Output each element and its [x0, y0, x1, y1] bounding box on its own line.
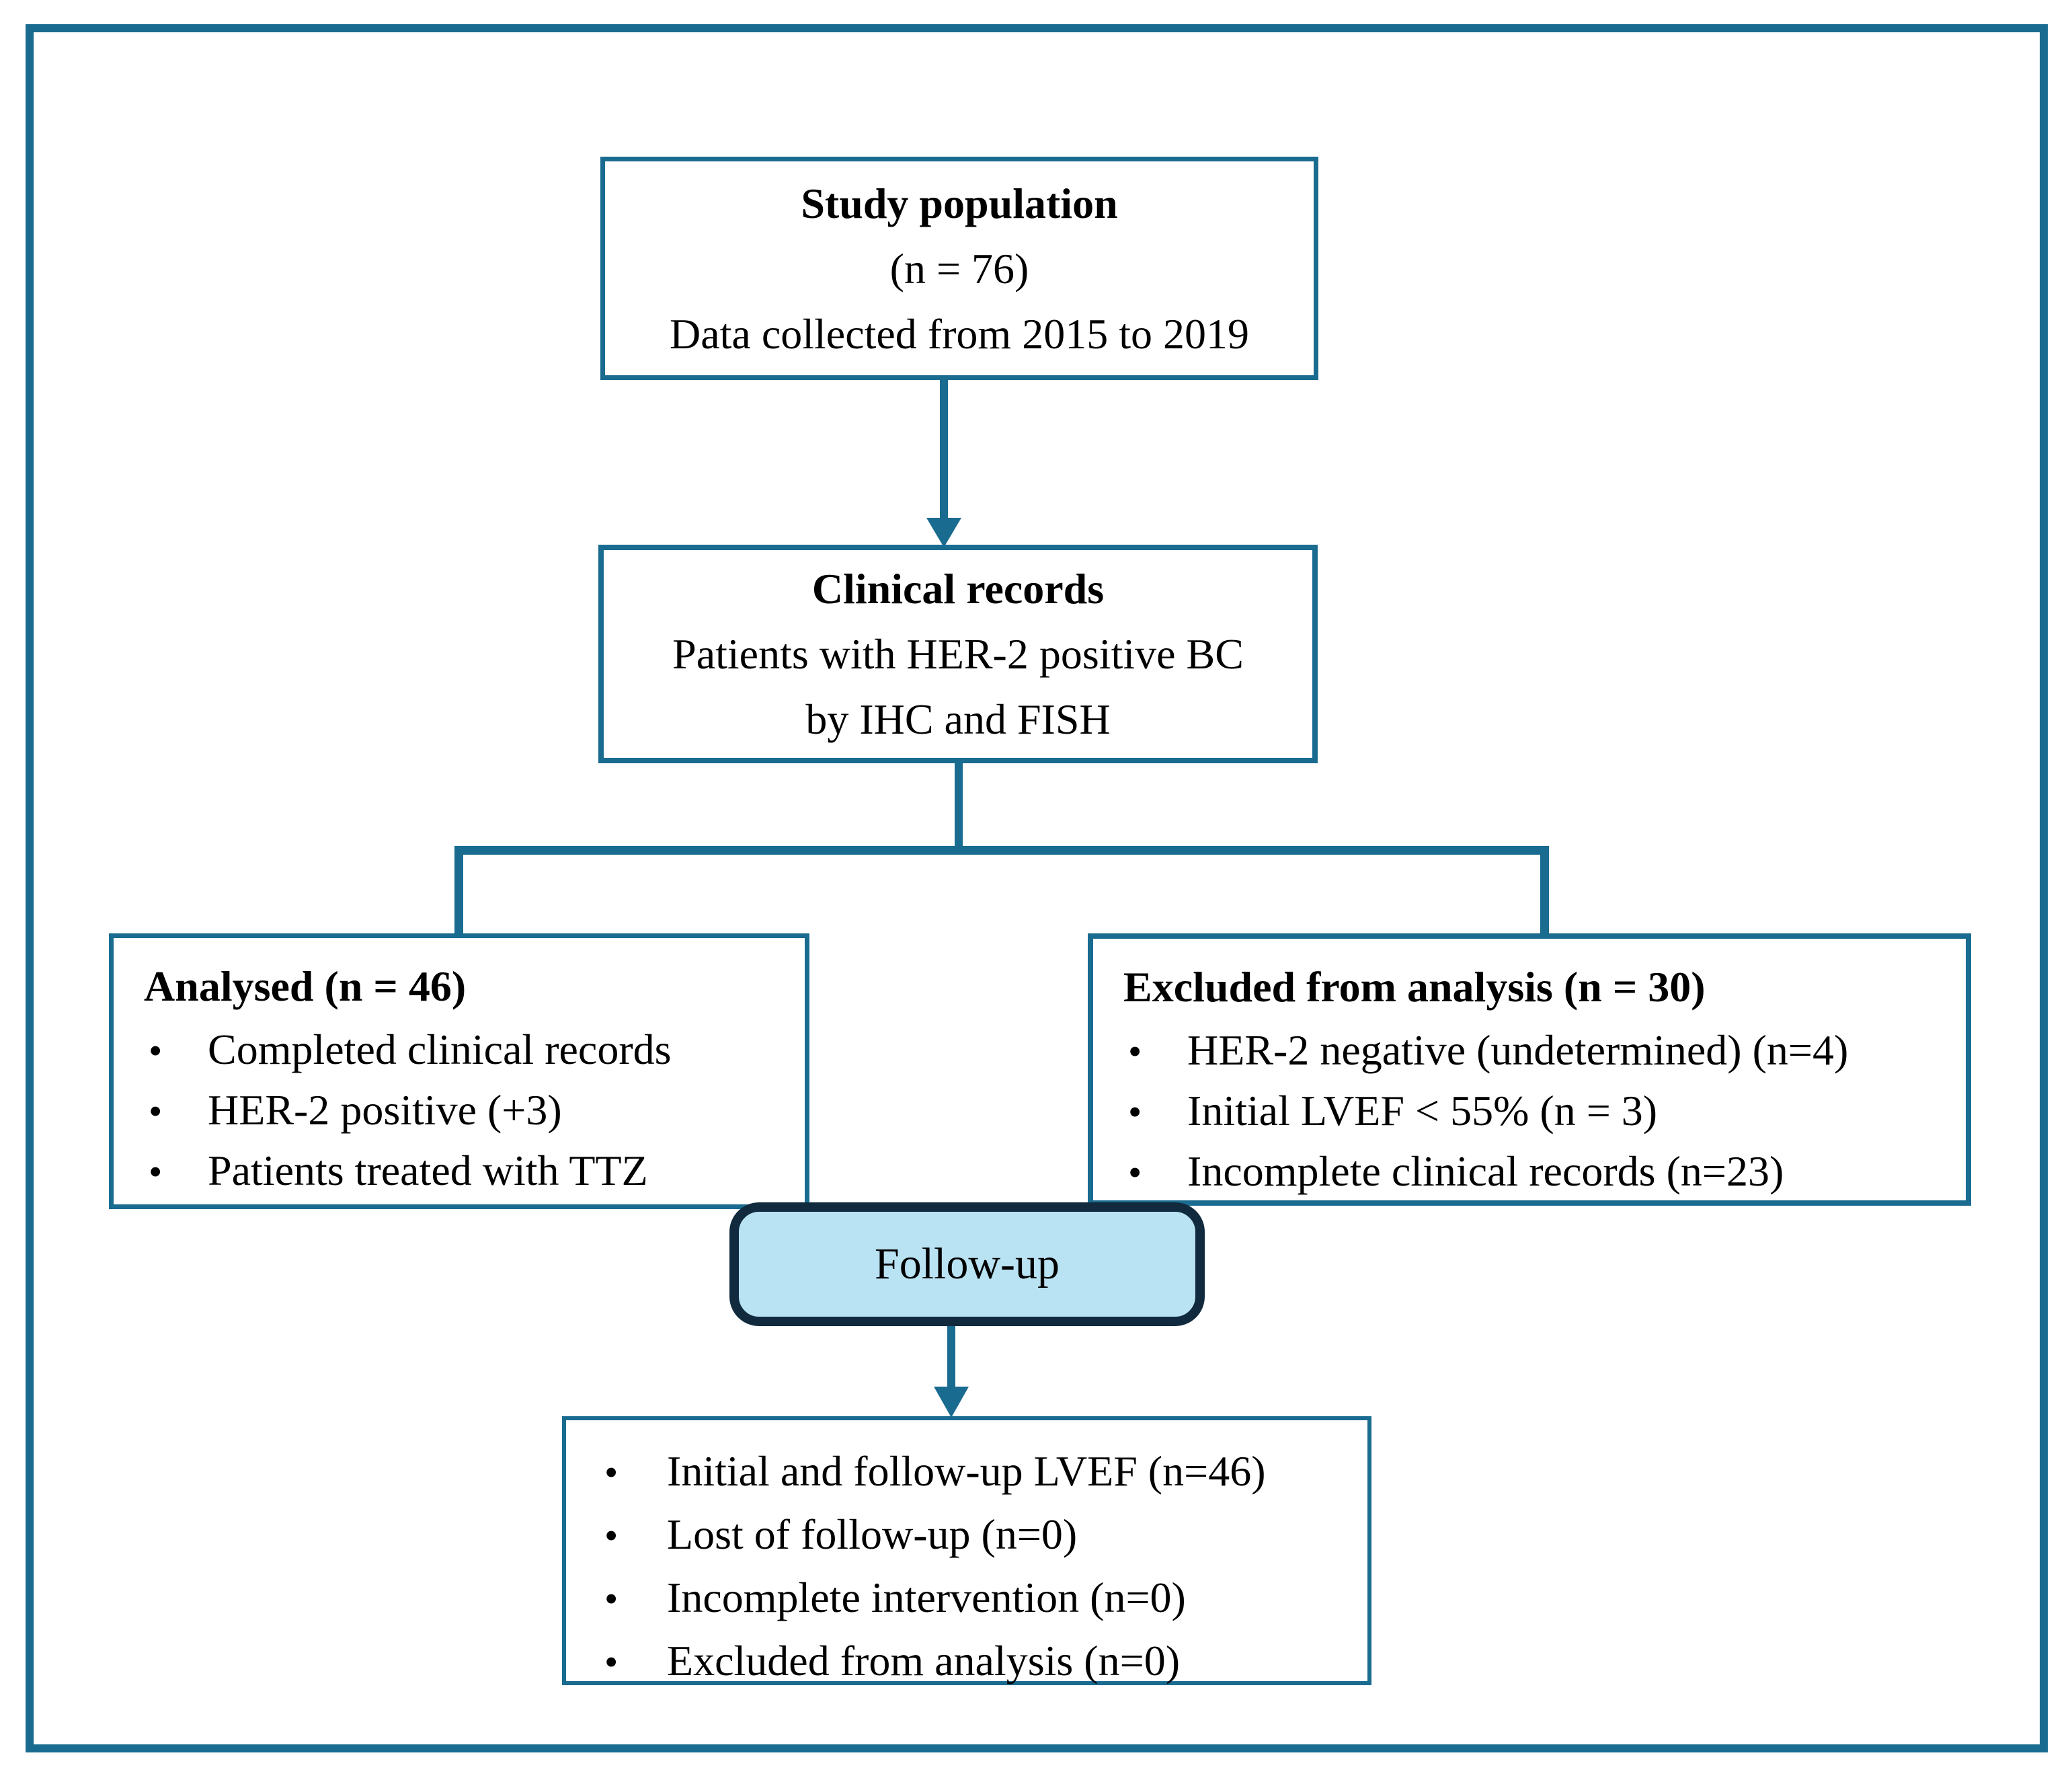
bullet-icon: • — [149, 1029, 163, 1073]
connector-split-horizontal — [454, 846, 1549, 855]
clinical-records-line2: Patients with HER-2 positive BC — [672, 630, 1244, 678]
bullet-icon: • — [149, 1089, 163, 1133]
list-item: • HER-2 positive (+3) — [114, 1081, 805, 1141]
connector-followup-to-outcome — [947, 1323, 955, 1391]
connector-study-to-clinical — [940, 379, 948, 521]
connector-split-left — [454, 846, 463, 936]
list-item: • Patients treated with TTZ — [114, 1141, 805, 1202]
figure-border — [26, 24, 2048, 1752]
excluded-title: Excluded from analysis (n = 30) — [1123, 963, 1706, 1011]
bullet-icon: • — [604, 1451, 619, 1494]
bullet-icon: • — [604, 1640, 619, 1684]
study-population-box: Study population (n = 76) Data collected… — [600, 157, 1318, 380]
arrowhead-down-icon — [934, 1387, 969, 1418]
analysed-bullet-text: Completed clinical records — [208, 1026, 672, 1073]
arrowhead-down-icon — [926, 518, 961, 547]
clinical-records-line3: by IHC and FISH — [805, 695, 1111, 743]
outcome-box: • Initial and follow-up LVEF (n=46) • Lo… — [562, 1416, 1371, 1685]
outcome-bullet-text: Incomplete intervention (n=0) — [667, 1574, 1186, 1621]
list-item: • Lost of follow-up (n=0) — [566, 1504, 1367, 1567]
study-population-n: (n = 76) — [889, 244, 1029, 293]
study-population-period: Data collected from 2015 to 2019 — [670, 309, 1249, 358]
clinical-records-box: Clinical records Patients with HER-2 pos… — [598, 545, 1318, 763]
connector-clinical-stem — [955, 761, 963, 855]
bullet-icon: • — [1128, 1151, 1142, 1194]
list-item: • HER-2 negative (undetermined) (n=4) — [1093, 1021, 1966, 1081]
analysed-bullet-text: Patients treated with TTZ — [208, 1147, 648, 1194]
outcome-bullet-text: Excluded from analysis (n=0) — [667, 1637, 1180, 1685]
followup-box: Follow-up — [729, 1202, 1205, 1326]
bullet-icon: • — [1128, 1090, 1142, 1134]
followup-label: Follow-up — [874, 1239, 1060, 1288]
bullet-icon: • — [1128, 1030, 1142, 1073]
list-item: • Incomplete clinical records (n=23) — [1093, 1142, 1966, 1202]
excluded-bullet-text: HER-2 negative (undetermined) (n=4) — [1187, 1026, 1849, 1074]
list-item: • Initial and follow-up LVEF (n=46) — [566, 1440, 1367, 1504]
clinical-records-title: Clinical records — [811, 565, 1105, 613]
excluded-box: Excluded from analysis (n = 30) • HER-2 … — [1088, 933, 1971, 1206]
bullet-icon: • — [149, 1150, 163, 1194]
bullet-icon: • — [604, 1577, 619, 1621]
list-item: • Incomplete intervention (n=0) — [566, 1567, 1367, 1630]
analysed-title: Analysed (n = 46) — [144, 962, 467, 1010]
outcome-bullet-list: • Initial and follow-up LVEF (n=46) • Lo… — [566, 1440, 1367, 1693]
bullet-icon: • — [604, 1514, 619, 1557]
excluded-bullet-list: • HER-2 negative (undetermined) (n=4) • … — [1093, 1021, 1966, 1202]
analysed-bullet-text: HER-2 positive (+3) — [208, 1086, 562, 1134]
list-item: • Initial LVEF < 55% (n = 3) — [1093, 1081, 1966, 1142]
analysed-bullet-list: • Completed clinical records • HER-2 pos… — [114, 1020, 805, 1202]
excluded-bullet-text: Incomplete clinical records (n=23) — [1187, 1147, 1784, 1195]
connector-split-right — [1540, 846, 1549, 936]
excluded-bullet-text: Initial LVEF < 55% (n = 3) — [1187, 1087, 1658, 1134]
analysed-box: Analysed (n = 46) • Completed clinical r… — [109, 933, 809, 1209]
list-item: • Excluded from analysis (n=0) — [566, 1630, 1367, 1693]
outcome-bullet-text: Initial and follow-up LVEF (n=46) — [667, 1447, 1266, 1495]
study-population-title: Study population — [801, 179, 1118, 227]
list-item: • Completed clinical records — [114, 1020, 805, 1081]
outcome-bullet-text: Lost of follow-up (n=0) — [667, 1510, 1078, 1558]
